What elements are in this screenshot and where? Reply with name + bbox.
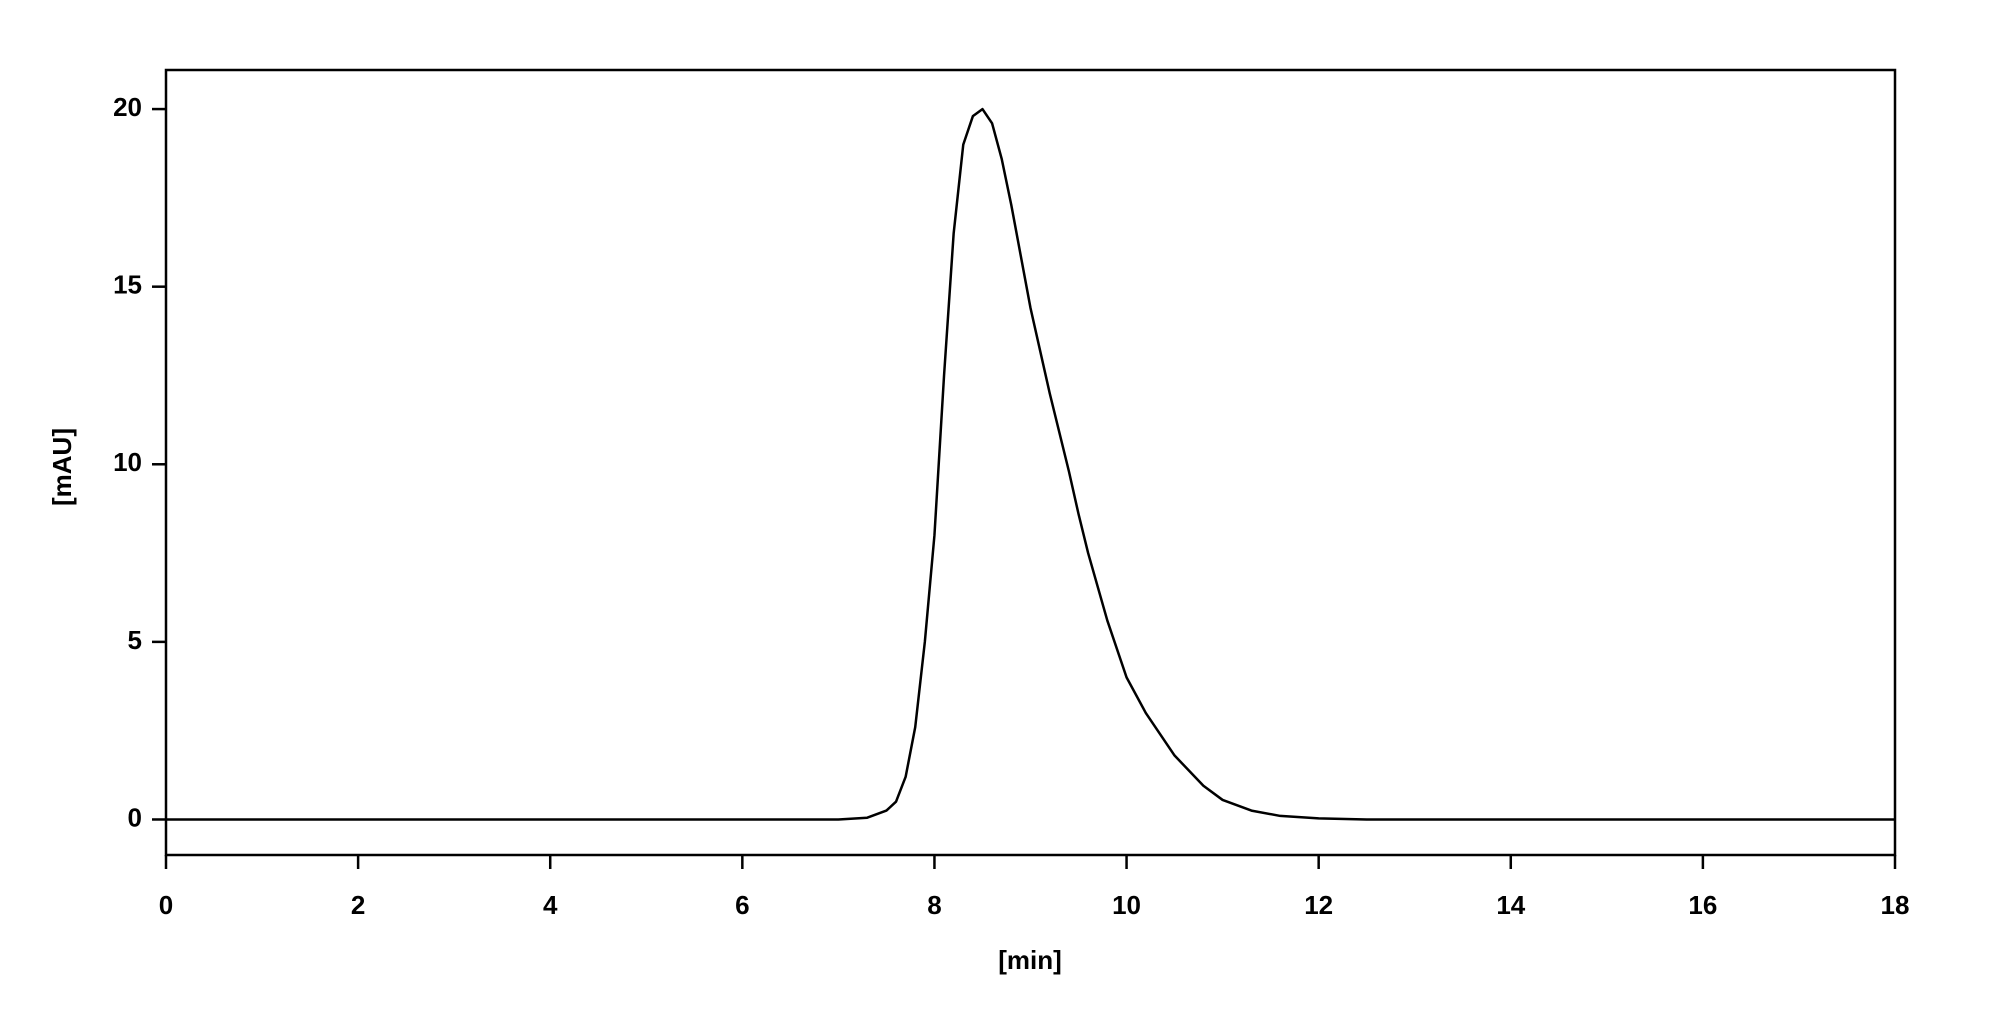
- x-tick-label: 0: [159, 890, 173, 920]
- x-tick-label: 12: [1304, 890, 1333, 920]
- y-tick-label: 15: [113, 270, 142, 300]
- x-tick-label: 14: [1496, 890, 1525, 920]
- x-tick-label: 8: [927, 890, 941, 920]
- x-axis-label: [min]: [998, 945, 1062, 975]
- y-tick-label: 5: [128, 625, 142, 655]
- y-tick-label: 10: [113, 447, 142, 477]
- data-line: [166, 107, 1895, 821]
- x-tick-label: 6: [735, 890, 749, 920]
- y-tick-label: 0: [128, 802, 142, 832]
- x-tick-label: 16: [1688, 890, 1717, 920]
- x-tick-label: 10: [1112, 890, 1141, 920]
- y-axis-label: [mAU]: [47, 428, 77, 506]
- y-tick-label: 20: [113, 92, 142, 122]
- plot-frame: [164, 68, 1897, 857]
- x-tick-label: 4: [543, 890, 558, 920]
- x-tick-label: 18: [1881, 890, 1910, 920]
- x-tick-label: 2: [351, 890, 365, 920]
